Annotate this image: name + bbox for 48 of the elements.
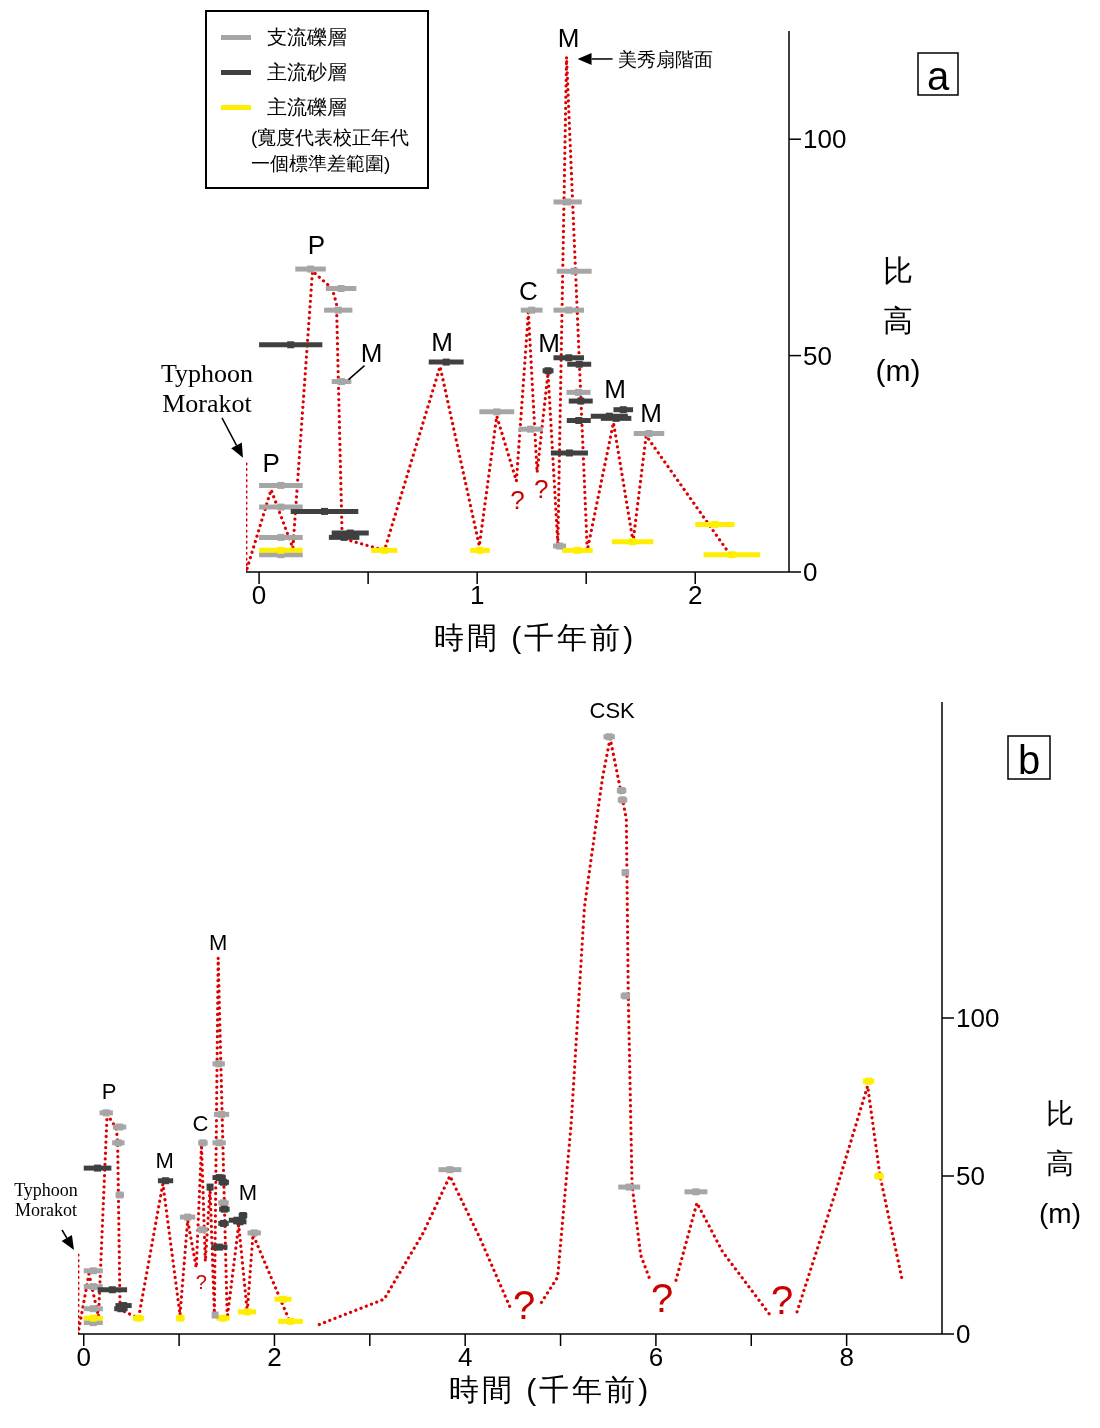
x-tick-label: 4 bbox=[457, 1342, 473, 1373]
annotation: 美秀扇階面 bbox=[617, 48, 713, 70]
annotation: M bbox=[209, 929, 228, 955]
legend-label: 主流礫層 bbox=[267, 95, 347, 120]
legend-label: 支流礫層 bbox=[267, 25, 347, 50]
x-axis-title: 時間 (千年前) bbox=[433, 621, 637, 654]
y-tick-label: 50 bbox=[803, 340, 832, 371]
annotation: ? bbox=[512, 1283, 536, 1327]
text: a bbox=[926, 54, 950, 98]
annotation: P bbox=[307, 230, 326, 261]
x-tick-label: 0 bbox=[251, 580, 267, 611]
annotation: CSK bbox=[589, 697, 636, 723]
text: b bbox=[1017, 737, 1041, 782]
annotation: M bbox=[604, 374, 626, 405]
annotation: P bbox=[101, 1078, 117, 1104]
annotation: Typhoon Morakot bbox=[14, 1179, 78, 1221]
annotation: M bbox=[431, 327, 454, 358]
x-tick-label: 0 bbox=[76, 1342, 91, 1373]
x-tick-label: 6 bbox=[648, 1342, 664, 1373]
annotation: M bbox=[538, 327, 560, 358]
y-tick-label: 100 bbox=[803, 124, 847, 155]
y-tick-label: 0 bbox=[803, 557, 818, 588]
annotation: C bbox=[192, 1110, 209, 1136]
x-axis-title: 時間 (千年前) bbox=[448, 1373, 652, 1406]
y-tick-label: 100 bbox=[956, 1003, 1000, 1034]
x-tick-label: 8 bbox=[839, 1342, 854, 1373]
annotation: M bbox=[557, 22, 580, 53]
annotation: M bbox=[360, 337, 383, 368]
annotation: M bbox=[155, 1147, 174, 1173]
annotation: M bbox=[640, 397, 662, 428]
y-axis-title: 比高 (m) bbox=[1039, 1097, 1081, 1229]
annotation: ? bbox=[650, 1276, 674, 1320]
x-tick-label: 1 bbox=[469, 580, 485, 611]
annotation: M bbox=[238, 1179, 257, 1205]
y-tick-label: 50 bbox=[956, 1161, 985, 1192]
annotation: ? bbox=[770, 1278, 794, 1322]
annotation: ? bbox=[510, 485, 525, 516]
y-axis-title: 比高 (m) bbox=[875, 253, 921, 387]
legend-label: 主流砂層 bbox=[267, 60, 347, 85]
annotation: C bbox=[519, 276, 538, 307]
annotation: ? bbox=[533, 474, 549, 505]
y-tick-label: 0 bbox=[956, 1319, 971, 1350]
annotation: P bbox=[262, 447, 280, 478]
annotation: (寬度代表校正年代一個標準差範圍) bbox=[251, 126, 411, 176]
annotation: ? bbox=[195, 1270, 207, 1293]
x-tick-label: 2 bbox=[687, 580, 703, 611]
annotation: Typhoon Morakot bbox=[160, 358, 254, 418]
x-tick-label: 2 bbox=[267, 1342, 282, 1373]
